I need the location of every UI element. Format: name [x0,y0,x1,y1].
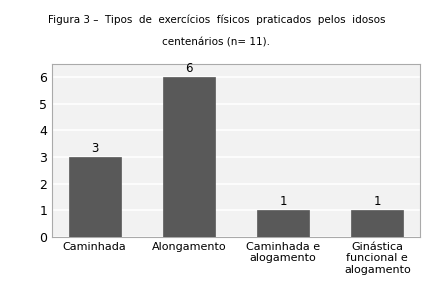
Text: 1: 1 [374,195,381,208]
Bar [69,157,120,237]
Text: 6: 6 [185,62,193,75]
Text: Figura 3 –  Tipos  de  exercícios  físicos  praticados  pelos  idosos: Figura 3 – Tipos de exercícios físicos p… [48,14,385,25]
Bar [352,210,403,237]
Bar [163,77,215,237]
Text: 1: 1 [279,195,287,208]
Bar [257,210,309,237]
Text: centenários (n= 11).: centenários (n= 11). [162,38,271,48]
Text: 3: 3 [91,142,98,155]
